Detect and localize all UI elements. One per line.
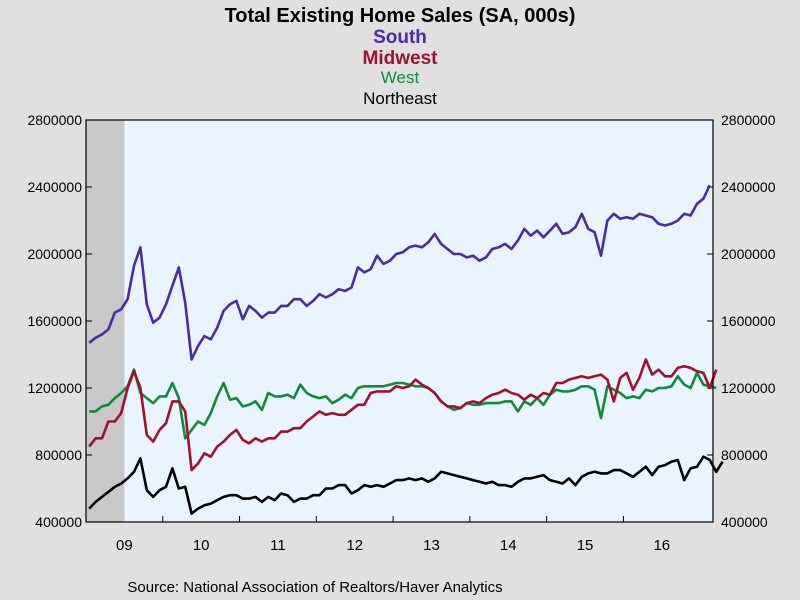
- y-tick-label-right: 400000: [721, 514, 768, 530]
- x-tick-label: 13: [423, 537, 440, 554]
- y-tick-label-left: 2000000: [27, 246, 82, 262]
- y-tick-label-left: 800000: [35, 447, 82, 463]
- y-tick-label-right: 2400000: [721, 179, 776, 195]
- title-line-northeast: Northeast: [363, 89, 437, 108]
- series-line-northeast: [88, 455, 724, 515]
- y-tick-label-left: 2800000: [27, 112, 82, 128]
- plot-background: [86, 120, 713, 522]
- title-line-midwest: Midwest: [363, 48, 439, 69]
- x-tick-label: 15: [577, 537, 594, 554]
- y-tick-label-right: 2800000: [721, 112, 776, 128]
- series-line-south: [88, 184, 711, 361]
- x-tick-label: 16: [653, 537, 670, 554]
- x-tick-label: 09: [116, 537, 133, 554]
- chart-title: Total Existing Home Sales (SA, 000s): [225, 5, 576, 27]
- plot-area: 400000 400000 800000 800000 1200000 1200000 16…: [27, 112, 775, 554]
- source-note: Source: National Association of Realtors…: [127, 579, 502, 596]
- y-tick-label-left: 1600000: [27, 313, 82, 329]
- title-line-south: South: [373, 27, 427, 48]
- x-tick-label: 12: [346, 537, 363, 554]
- y-tick-label-right: 2000000: [721, 246, 776, 262]
- y-tick-label-right: 800000: [721, 447, 768, 463]
- x-tick-label: 11: [270, 537, 286, 554]
- x-tick-label: 10: [193, 537, 210, 554]
- series-line-west: [89, 368, 717, 440]
- y-tick-label-left: 1200000: [27, 380, 82, 396]
- series-line-midwest: [88, 358, 718, 472]
- y-tick-label-right: 1600000: [721, 313, 776, 329]
- y-tick-label-left: 400000: [35, 514, 82, 530]
- plot-border: [85, 119, 714, 523]
- recession-shading: [86, 120, 125, 522]
- title-line-west: West: [381, 68, 420, 87]
- y-tick-label-right: 1200000: [721, 380, 776, 396]
- y-tick-label-left: 2400000: [27, 179, 82, 195]
- x-tick-label: 14: [500, 537, 517, 554]
